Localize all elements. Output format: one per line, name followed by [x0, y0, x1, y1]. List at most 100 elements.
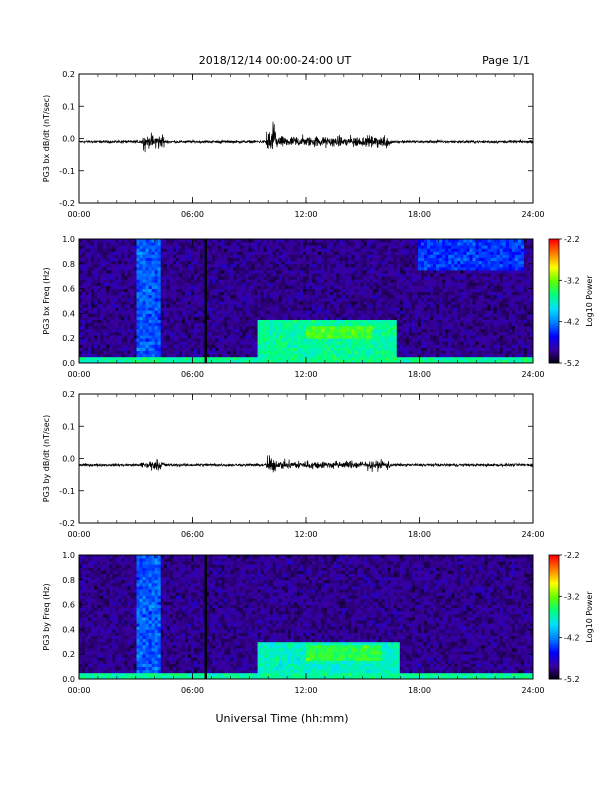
spectrogram-cell: [284, 263, 289, 268]
spectrogram-cell: [194, 242, 198, 246]
spectrogram-cell: [209, 332, 213, 336]
spectrogram-cell: [408, 313, 413, 317]
spectrogram-cell: [82, 356, 86, 361]
spectrogram-cell: [197, 285, 201, 289]
spectrogram-cell: [296, 319, 301, 324]
spectrogram-cell: [136, 294, 140, 299]
spectrogram-cell: [181, 316, 186, 320]
spectrogram-cell: [260, 322, 265, 327]
spectrogram-cell: [151, 282, 156, 286]
spectrogram-cell: [269, 263, 274, 268]
spectrogram-cell: [414, 350, 419, 355]
spectrogram-cell: [181, 338, 186, 342]
spectrogram-cell: [381, 313, 386, 317]
spectrogram-cell: [287, 322, 292, 327]
spectrogram-cell: [194, 273, 198, 277]
spectrogram-cell: [251, 242, 255, 246]
spectrogram-cell: [408, 254, 413, 258]
spectrogram-cell: [384, 313, 389, 317]
spectrogram-cell: [157, 297, 162, 302]
spectrogram-cell: [327, 297, 331, 302]
spectrogram-cell: [360, 291, 364, 296]
spectrogram-cell: [103, 297, 107, 302]
spectrogram-cell: [393, 301, 398, 305]
spectrogram-cell: [218, 322, 222, 327]
spectrogram-cell: [275, 341, 280, 345]
spectrogram-cell: [342, 288, 346, 293]
spectrogram-cell: [290, 341, 295, 345]
spectrogram-cell: [342, 350, 346, 355]
spectrogram-cell: [209, 251, 213, 255]
spectrogram-cell: [348, 285, 352, 289]
spectrogram-cell: [278, 347, 283, 351]
spectrogram-cell: [251, 313, 255, 317]
spectrogram-cell: [327, 279, 331, 283]
spectrogram-cell: [411, 254, 416, 258]
spectrogram-cell: [91, 276, 95, 280]
spectrogram-cell: [327, 242, 331, 246]
spectrogram-cell: [272, 251, 277, 255]
spectrogram-cell: [321, 338, 325, 342]
spectrogram-cell: [396, 279, 401, 283]
spectrogram-cell: [360, 356, 364, 361]
spectrogram-cell: [306, 285, 310, 289]
spectrogram-cell: [390, 260, 395, 265]
spectrogram-cell: [381, 257, 386, 262]
spectrogram-cell: [342, 282, 346, 286]
spectrogram-cell: [357, 328, 361, 333]
spectrogram-cell: [402, 282, 407, 286]
spectrogram-cell: [287, 353, 292, 358]
spectrogram-cell: [402, 307, 407, 311]
spectrogram-cell: [345, 282, 349, 286]
spectrogram-cell: [312, 251, 316, 255]
spectrogram-cell: [169, 322, 174, 327]
spectrogram-cell: [436, 356, 440, 361]
spectrogram-cell: [85, 266, 89, 271]
spectrogram-cell: [254, 313, 258, 317]
spectrogram-cell: [284, 338, 289, 342]
spectrogram-cell: [206, 285, 210, 289]
spectrogram-cell: [417, 254, 422, 258]
spectrogram-cell: [414, 332, 419, 336]
spectrogram-cell: [124, 322, 128, 327]
spectrogram-cell: [218, 304, 222, 308]
spectrogram-cell: [387, 291, 392, 296]
spectrogram-cell: [333, 310, 337, 314]
spectrogram-cell: [287, 260, 292, 265]
spectrogram-cell: [439, 245, 443, 249]
spectrogram-cell: [166, 251, 171, 255]
spectrogram-cell: [82, 304, 86, 308]
spectrogram-cell: [175, 285, 180, 289]
spectrogram-cell: [278, 344, 283, 348]
spectrogram-cell: [372, 260, 377, 265]
spectrogram-cell: [402, 347, 407, 351]
spectrogram-cell: [306, 301, 310, 305]
spectrogram-cell: [184, 291, 189, 296]
spectrogram-cell: [212, 347, 216, 351]
spectrogram-cell: [178, 319, 183, 324]
spectrogram-cell: [230, 347, 234, 351]
spectrogram-cell: [318, 297, 322, 302]
spectrogram-cell: [387, 266, 392, 271]
spectrogram-cell: [175, 266, 180, 271]
spectrogram-cell: [133, 251, 137, 255]
spectrogram-cell: [115, 297, 119, 302]
spectrogram-cell: [245, 251, 249, 255]
spectrogram-cell: [299, 248, 304, 252]
spectrogram-cell: [166, 257, 171, 262]
spectrogram-cell: [281, 266, 286, 271]
spectrogram-cell: [91, 341, 95, 345]
spectrogram-cell: [106, 245, 110, 249]
spectrogram-cell: [109, 344, 113, 348]
spectrogram-cell: [421, 322, 425, 327]
spectrogram-cell: [200, 307, 204, 311]
spectrogram-cell: [172, 291, 177, 296]
spectrogram-cell: [390, 251, 395, 255]
spectrogram-cell: [315, 353, 319, 358]
spectrogram-cell: [363, 335, 367, 339]
spectrogram-cell: [324, 242, 328, 246]
spectrogram-cell: [148, 282, 153, 286]
spectrogram-cell: [330, 245, 334, 249]
spectrogram-cell: [442, 332, 446, 336]
spectrogram-cell: [112, 310, 116, 314]
